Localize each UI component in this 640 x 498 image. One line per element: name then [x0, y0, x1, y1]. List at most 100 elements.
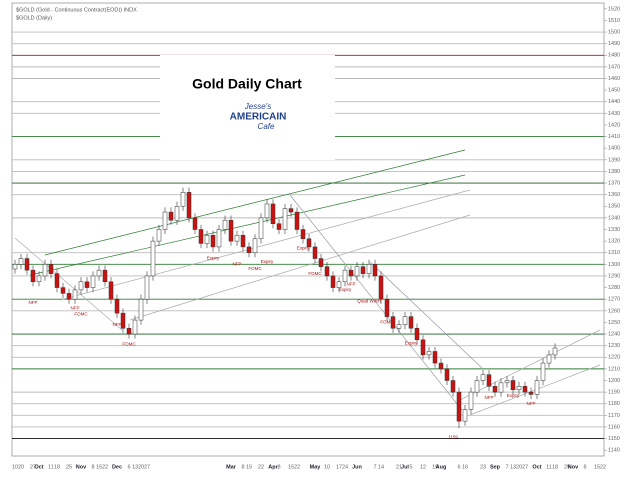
candle-body [504, 380, 510, 384]
candle-body [114, 298, 120, 314]
annotation: FOMC [248, 266, 262, 271]
candle-body [480, 374, 486, 381]
candle-body [138, 298, 144, 321]
y-tick-label: 1360 [608, 192, 620, 198]
x-tick-label: Aug [436, 464, 447, 470]
x-tick-label: 6 [127, 464, 130, 470]
x-tick-label: 27 [144, 464, 150, 470]
y-tick-label: 1290 [608, 273, 620, 279]
candle-body [102, 269, 108, 283]
candle-body [450, 380, 456, 393]
y-tick-label: 1430 [608, 111, 620, 117]
x-tick-label: Jun [352, 464, 362, 470]
candle-body [42, 264, 48, 277]
candle-body [330, 275, 336, 288]
annotation: Quad Witch [357, 299, 381, 304]
y-tick-label: 1170 [608, 413, 620, 419]
candle-body [462, 409, 468, 422]
candle-body [132, 319, 138, 335]
trendline [459, 329, 601, 401]
candle-body [516, 386, 522, 391]
candle-body [510, 380, 516, 391]
candle-body [468, 391, 474, 410]
x-tick-label: 15 [594, 464, 600, 470]
y-tick-label: 1230 [608, 343, 620, 349]
candle-body [204, 235, 210, 244]
candle-body [348, 269, 354, 277]
annotation: Expiry [207, 256, 220, 261]
x-tick-label: 25 [66, 464, 72, 470]
y-tick-label: 1370 [608, 180, 620, 186]
candle-body [222, 219, 228, 230]
y-tick-label: 1210 [608, 366, 620, 372]
y-tick-label: 1340 [608, 215, 620, 221]
y-tick-label: 1420 [608, 122, 620, 128]
y-tick-label: 1150 [608, 436, 620, 442]
candle-body [540, 362, 546, 381]
candle-body [198, 229, 204, 244]
candle-body [144, 275, 150, 300]
candle-body [372, 264, 378, 277]
x-tick-label: 10 [12, 464, 18, 470]
candle-body [438, 362, 444, 370]
x-tick-label: 13 [132, 464, 138, 470]
x-tick-label: 8 [91, 464, 94, 470]
candle-body [120, 312, 126, 329]
candle-body [18, 258, 24, 265]
candle-body [156, 229, 162, 242]
x-tick-label: 23 [480, 464, 486, 470]
candle-body [240, 235, 246, 248]
logo-text: AMERICAIN [230, 112, 287, 123]
annotation: NFP [485, 395, 494, 400]
candle-body [408, 316, 414, 329]
y-tick-label: 1500 [608, 29, 620, 35]
x-tick-label: 11 [546, 464, 552, 470]
x-tick-label: 16 [462, 464, 468, 470]
candle-body [252, 238, 258, 253]
candle-body [456, 391, 462, 422]
annotations: NFPNFPFOMCNFPFOMCExpiryNFPFOMCExpiryExpi… [29, 245, 536, 439]
annotation: Expiry [339, 287, 352, 292]
title-box [160, 55, 335, 160]
x-tick-label: Oct [34, 464, 43, 470]
annotation: NFP [29, 300, 38, 305]
y-tick-label: 1240 [608, 331, 620, 337]
x-tick-label: 22 [294, 464, 300, 470]
x-tick-label: 12 [420, 464, 426, 470]
candle-body [258, 217, 264, 240]
y-tick-label: 1380 [608, 169, 620, 175]
candle-body [96, 269, 102, 277]
x-tick-label: 8 [241, 464, 244, 470]
y-tick-label: 1250 [608, 320, 620, 326]
candle-body [180, 192, 186, 207]
y-tick-label: 1400 [608, 146, 620, 152]
trendline [59, 189, 471, 301]
y-tick-label: 1350 [608, 204, 620, 210]
candle-body [312, 246, 318, 259]
trendline [29, 174, 466, 276]
annotation: NFP [71, 306, 80, 311]
candle-body [366, 264, 372, 274]
annotation: FOMC [74, 311, 88, 316]
y-tick-label: 1280 [608, 285, 620, 291]
x-tick-label: 20 [516, 464, 522, 470]
annotation: Expiry [405, 341, 418, 346]
x-tick-label: 11 [48, 464, 54, 470]
y-tick-label: 1310 [608, 250, 620, 256]
annotation: 1159 [448, 435, 458, 440]
candle-body [288, 208, 294, 213]
y-tick-label: 1270 [608, 297, 620, 303]
x-tick-label: 27 [30, 464, 36, 470]
logo-text: Cafe [258, 122, 275, 131]
levels [12, 31, 604, 440]
candle-body [432, 351, 438, 364]
x-tick-label: 21 [396, 464, 402, 470]
y-tick-label: 1190 [608, 390, 620, 396]
trendlines [14, 149, 601, 416]
candle-body [168, 211, 174, 221]
candle-body [498, 382, 504, 393]
x-tick-label: 15 [288, 464, 294, 470]
candle-body [300, 229, 306, 240]
candle-body [186, 192, 192, 219]
candle-body [324, 266, 330, 277]
